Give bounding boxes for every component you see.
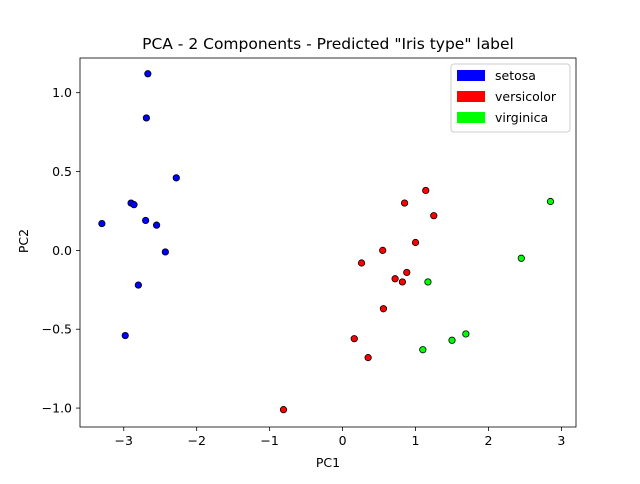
data-point-setosa <box>142 114 150 122</box>
data-point-versicolor <box>379 305 388 313</box>
legend-label-virginica: virginica <box>495 110 548 125</box>
data-point-versicolor <box>411 238 420 247</box>
data-point-versicolor <box>398 278 406 286</box>
data-point-virginica <box>448 336 456 344</box>
data-point-versicolor <box>357 259 366 267</box>
data-point-versicolor <box>364 354 372 362</box>
axes-frame <box>79 57 577 428</box>
data-point-versicolor <box>400 199 409 207</box>
data-point-setosa <box>130 201 138 209</box>
y-tick-label: 1.0 <box>52 85 72 100</box>
data-point-setosa <box>134 281 142 289</box>
data-point-versicolor <box>430 212 438 220</box>
y-tick-label: 0.0 <box>52 243 72 258</box>
data-point-setosa <box>161 248 169 256</box>
data-point-virginica <box>546 197 555 206</box>
x-tick-label: −1 <box>260 433 278 448</box>
data-point-setosa <box>152 221 161 229</box>
legend-label-setosa: setosa <box>495 68 536 83</box>
x-tick-label: 2 <box>484 433 492 448</box>
data-point-setosa <box>121 331 129 340</box>
x-tick-label: −2 <box>187 433 205 448</box>
y-axis-label: PC2 <box>16 229 31 253</box>
x-tick-label: 1 <box>412 433 420 448</box>
x-tick-label: 3 <box>557 433 565 448</box>
y-tick-label: 0.5 <box>52 164 72 179</box>
legend-swatch-setosa <box>457 70 485 81</box>
legend-swatch-versicolor <box>457 91 485 102</box>
chart-title: PCA - 2 Components - Predicted "Iris typ… <box>142 35 514 53</box>
data-point-virginica <box>424 278 432 286</box>
y-tick-label: −0.5 <box>42 322 72 337</box>
data-point-versicolor <box>391 275 399 283</box>
x-tick-label: −3 <box>115 433 133 448</box>
legend-label-versicolor: versicolor <box>495 89 557 104</box>
data-point-virginica <box>462 330 470 338</box>
data-point-versicolor <box>279 406 288 414</box>
data-point-versicolor <box>422 186 430 195</box>
data-point-versicolor <box>403 268 411 277</box>
y-tick-label: −1.0 <box>42 401 72 416</box>
plot-area: −3 −2 −1 0 1 2 3 −1.0 −0.5 0.0 0.5 1.0 setosa versico… <box>42 57 577 448</box>
data-point-versicolor <box>350 335 358 343</box>
x-tick-label: 0 <box>339 433 347 448</box>
data-point-versicolor <box>379 246 387 254</box>
legend-swatch-virginica <box>457 112 485 123</box>
data-point-setosa <box>142 216 150 225</box>
x-axis-label: PC1 <box>316 455 340 470</box>
data-point-setosa <box>172 174 180 182</box>
data-point-setosa <box>144 70 152 78</box>
data-point-virginica <box>517 254 525 262</box>
data-point-virginica <box>419 346 427 354</box>
data-point-setosa <box>98 219 106 228</box>
